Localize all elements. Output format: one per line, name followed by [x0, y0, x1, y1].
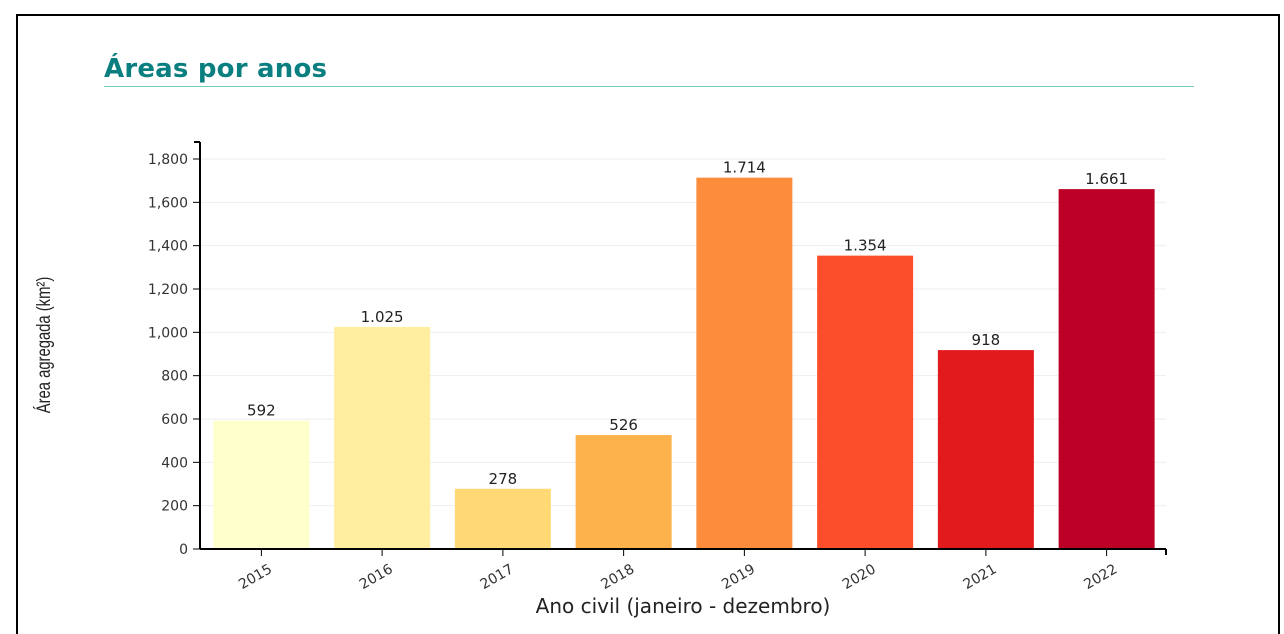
y-tick-label: 600 — [161, 412, 188, 428]
y-tick-label: 200 — [161, 499, 188, 515]
bar-2021[interactable] — [937, 350, 1034, 549]
x-tick-label-2021: 2021 — [961, 561, 1000, 593]
y-tick-label: 1,600 — [148, 195, 188, 211]
value-label-2019: 1.714 — [723, 159, 766, 177]
title-divider — [104, 86, 1194, 87]
y-tick-label: 800 — [161, 369, 188, 385]
bars — [213, 177, 1155, 549]
y-axis-title: Área agregada (km²) — [33, 277, 54, 414]
bar-2015[interactable] — [213, 420, 310, 549]
x-tick-label-2020: 2020 — [840, 561, 879, 593]
bar-2020[interactable] — [817, 255, 914, 549]
y-tick-label: 1,800 — [148, 152, 188, 168]
bar-2017[interactable] — [454, 488, 551, 549]
x-tick-label-2015: 2015 — [236, 561, 275, 593]
x-axis-title: Ano civil (janeiro - dezembro) — [536, 594, 831, 618]
bar-2016[interactable] — [334, 326, 431, 549]
value-label-2018: 526 — [609, 416, 638, 434]
y-axis: 0 200 400 600 800 1,000 1,200 1,400 1,600 1,800 — [148, 141, 201, 558]
x-tick-label-2018: 2018 — [598, 561, 637, 593]
value-label-2016: 1.025 — [361, 308, 404, 326]
bar-2022[interactable] — [1058, 189, 1155, 549]
value-label-2022: 1.661 — [1085, 170, 1128, 188]
x-tick-label-2016: 2016 — [357, 561, 396, 593]
x-tick-label-2019: 2019 — [719, 561, 758, 593]
value-labels: 592 1.025 278 526 1.714 1.354 918 1.661 — [247, 159, 1128, 488]
bar-2019[interactable] — [696, 177, 793, 549]
value-label-2017: 278 — [489, 470, 518, 488]
value-label-2021: 918 — [972, 331, 1001, 349]
y-tick-label: 1,200 — [148, 282, 188, 298]
y-tick-label: 400 — [161, 455, 188, 471]
y-tick-label: 1,400 — [148, 239, 188, 255]
value-label-2015: 592 — [247, 402, 276, 420]
x-tick-label-2017: 2017 — [478, 561, 517, 593]
y-tick-label: 1,000 — [148, 325, 188, 341]
chart-title: Áreas por anos — [104, 54, 328, 84]
x-axis: 2015 2016 2017 2018 2019 2020 2021 2022 — [200, 548, 1167, 593]
y-tick-label: 0 — [179, 542, 188, 558]
bar-2018[interactable] — [575, 435, 672, 549]
value-label-2020: 1.354 — [844, 237, 887, 255]
x-tick-label-2022: 2022 — [1081, 561, 1120, 593]
